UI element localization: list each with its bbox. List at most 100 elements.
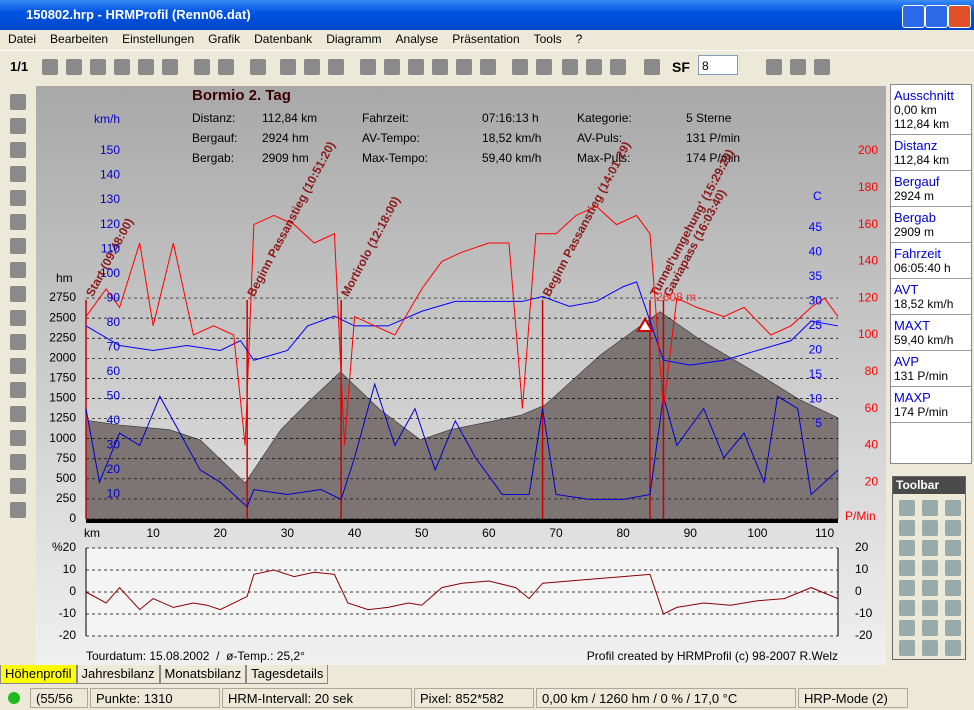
tool-button[interactable] — [10, 454, 26, 470]
tool-button[interactable] — [562, 59, 578, 75]
tool-button[interactable] — [10, 214, 26, 230]
tool-button[interactable] — [899, 560, 915, 576]
tool-button[interactable] — [42, 59, 58, 75]
panel-label: MAXT — [894, 318, 931, 333]
status-light — [8, 692, 20, 704]
tool-button[interactable] — [945, 580, 961, 596]
tool-button[interactable] — [10, 142, 26, 158]
tool-button[interactable] — [10, 502, 26, 518]
tool-button[interactable] — [328, 59, 344, 75]
tool-button[interactable] — [384, 59, 400, 75]
tool-button[interactable] — [10, 382, 26, 398]
maximize-button[interactable] — [925, 5, 948, 28]
tool-button[interactable] — [922, 600, 938, 616]
tool-button[interactable] — [250, 59, 266, 75]
tool-button[interactable] — [766, 59, 782, 75]
tool-button[interactable] — [922, 580, 938, 596]
close-button[interactable] — [948, 5, 971, 28]
tool-button[interactable] — [586, 59, 602, 75]
tool-button[interactable] — [10, 262, 26, 278]
tool-button[interactable] — [610, 59, 626, 75]
tool-button[interactable] — [432, 59, 448, 75]
tool-button[interactable] — [512, 59, 528, 75]
tool-button[interactable] — [10, 118, 26, 134]
tool-button[interactable] — [66, 59, 82, 75]
tool-button[interactable] — [10, 358, 26, 374]
tool-button[interactable] — [945, 520, 961, 536]
tab[interactable]: Jahresbilanz — [76, 665, 160, 684]
tool-button[interactable] — [114, 59, 130, 75]
tool-button[interactable] — [945, 560, 961, 576]
tool-button[interactable] — [162, 59, 178, 75]
hr-tick-label: 180 — [858, 180, 878, 194]
tool-button[interactable] — [922, 500, 938, 516]
tool-button[interactable] — [945, 540, 961, 556]
tool-button[interactable] — [644, 59, 660, 75]
tool-button[interactable] — [899, 600, 915, 616]
tool-button[interactable] — [10, 238, 26, 254]
tool-button[interactable] — [536, 59, 552, 75]
tool-button[interactable] — [456, 59, 472, 75]
tool-button[interactable] — [194, 59, 210, 75]
tool-button[interactable] — [922, 620, 938, 636]
tool-button[interactable] — [790, 59, 806, 75]
sf-input[interactable]: 8 — [698, 55, 738, 75]
tool-button[interactable] — [922, 560, 938, 576]
menu-item[interactable]: Datenbank — [254, 32, 313, 46]
tool-button[interactable] — [480, 59, 496, 75]
speed-tick-label: 80 — [107, 315, 121, 329]
tool-button[interactable] — [138, 59, 154, 75]
tool-button[interactable] — [814, 59, 830, 75]
tool-button[interactable] — [10, 94, 26, 110]
tool-button[interactable] — [10, 190, 26, 206]
tool-button[interactable] — [10, 166, 26, 182]
menu-item[interactable]: Bearbeiten — [50, 32, 109, 46]
tool-button[interactable] — [10, 286, 26, 302]
tool-button[interactable] — [899, 500, 915, 516]
speed-line — [85, 382, 839, 508]
menu-item[interactable]: Analyse — [395, 32, 439, 46]
temp-tick-label: 5 — [815, 416, 822, 430]
tool-button[interactable] — [922, 640, 938, 656]
tool-button[interactable] — [899, 580, 915, 596]
temp-tick-label: 45 — [809, 220, 823, 234]
minimize-button[interactable] — [902, 5, 925, 28]
tool-button[interactable] — [360, 59, 376, 75]
tool-button[interactable] — [945, 620, 961, 636]
chart-title: Bormio 2. Tag — [192, 87, 291, 104]
hr-tick-label: 40 — [865, 438, 879, 452]
tool-button[interactable] — [945, 600, 961, 616]
tool-button[interactable] — [899, 640, 915, 656]
gradient-tick-label: -20 — [59, 628, 77, 642]
tool-button[interactable] — [10, 310, 26, 326]
tool-button[interactable] — [218, 59, 234, 75]
gradient-tick-label-right: -10 — [855, 606, 873, 620]
menu-item[interactable]: Grafik — [208, 32, 241, 46]
tool-button[interactable] — [10, 478, 26, 494]
panel-separator — [891, 422, 971, 423]
menu-item[interactable]: Tools — [533, 32, 562, 46]
menu-item[interactable]: Diagramm — [326, 32, 382, 46]
menu-item[interactable]: Präsentation — [452, 32, 520, 46]
tool-button[interactable] — [10, 334, 26, 350]
tool-button[interactable] — [945, 640, 961, 656]
tool-button[interactable] — [945, 500, 961, 516]
tab[interactable]: Höhenprofil — [0, 665, 77, 684]
menu-item[interactable]: Datei — [8, 32, 37, 46]
menu-item[interactable]: ? — [575, 32, 583, 46]
tool-button[interactable] — [922, 520, 938, 536]
tool-button[interactable] — [10, 406, 26, 422]
menu-item[interactable]: Einstellungen — [122, 32, 195, 46]
tool-button[interactable] — [280, 59, 296, 75]
tab[interactable]: Tagesdetails — [246, 665, 329, 684]
tool-button[interactable] — [899, 540, 915, 556]
window-title: 150802.hrp - HRMProfil (Renn06.dat) — [26, 7, 251, 22]
tool-button[interactable] — [90, 59, 106, 75]
tool-button[interactable] — [922, 540, 938, 556]
tool-button[interactable] — [899, 520, 915, 536]
tab[interactable]: Monatsbilanz — [159, 665, 247, 684]
tool-button[interactable] — [304, 59, 320, 75]
tool-button[interactable] — [408, 59, 424, 75]
tool-button[interactable] — [10, 430, 26, 446]
tool-button[interactable] — [899, 620, 915, 636]
